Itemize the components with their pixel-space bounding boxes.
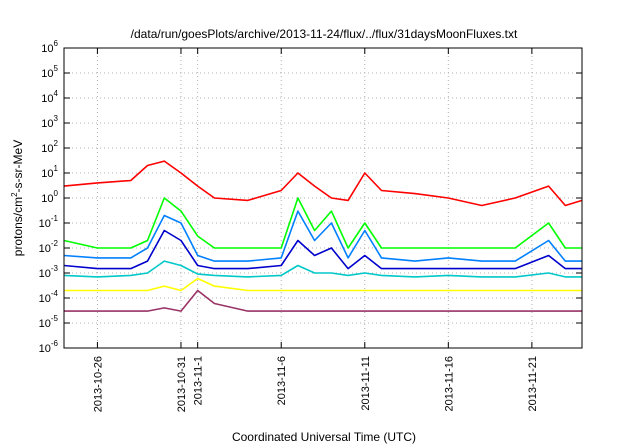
y-tick-base: 10 <box>39 243 51 255</box>
series-line-2 <box>63 197 582 249</box>
x-tick-label: 2013-10-26 <box>92 356 104 412</box>
series-line-1 <box>63 160 583 207</box>
y-tick-base: 10 <box>41 68 53 80</box>
y-tick-base: 10 <box>41 118 53 130</box>
y-tick-exp: 6 <box>54 39 59 48</box>
y-tick-base: 10 <box>39 218 51 230</box>
y-tick-exp: 3 <box>54 114 59 123</box>
y-tick-base: 10 <box>41 168 53 180</box>
chart-title: /data/run/goesPlots/archive/2013-11-24/f… <box>131 27 518 41</box>
y-tick-label: 100 <box>41 189 58 205</box>
y-tick-label: 10-3 <box>39 264 59 280</box>
series-line-5 <box>63 260 582 278</box>
x-axis-label: Coordinated Universal Time (UTC) <box>232 430 416 444</box>
y-tick-exp: 5 <box>54 64 59 73</box>
y-tick-base: 10 <box>39 318 51 330</box>
y-tick-exp: 1 <box>54 164 59 173</box>
y-tick-exp: -4 <box>51 289 59 298</box>
x-tick-labels: 2013-10-26 2013-10-31 2013-11-1 2013-11-6 20… <box>92 356 538 412</box>
x-tick-label: 2013-11-16 <box>443 356 455 411</box>
x-tick-label: 2013-11-11 <box>360 356 372 411</box>
y-tick-exp: 2 <box>54 139 59 148</box>
y-tick-base: 10 <box>39 293 51 305</box>
y-axis-label: protons/cm2-s-sr-MeV <box>10 140 25 256</box>
y-axis-label-sup: 2 <box>10 192 19 197</box>
y-tick-base: 10 <box>39 343 51 355</box>
y-tick-label: 103 <box>41 114 58 130</box>
y-tick-label: 106 <box>41 39 58 55</box>
y-tick-exp: -5 <box>51 314 59 323</box>
series-line-6 <box>64 277 582 292</box>
x-tick-label: 2013-11-6 <box>276 356 288 405</box>
series-line-4 <box>63 229 582 270</box>
x-tick-label: 2013-11-1 <box>193 356 205 405</box>
y-tick-exp: 0 <box>54 189 59 198</box>
y-tick-base: 10 <box>41 193 53 205</box>
y-tick-label: 105 <box>41 64 58 80</box>
series-group <box>63 160 583 312</box>
y-tick-label: 10-6 <box>39 339 59 355</box>
y-tick-labels: 10-610-510-410-310-210-11001011021031041… <box>39 39 59 355</box>
plot-frame <box>63 47 583 349</box>
y-tick-label: 102 <box>41 139 58 155</box>
y-tick-base: 10 <box>39 268 51 280</box>
grid <box>64 47 582 349</box>
series-line-7 <box>64 289 582 312</box>
y-tick-exp: -2 <box>51 239 59 248</box>
y-tick-label: 10-4 <box>39 289 59 305</box>
y-tick-exp: -3 <box>51 264 59 273</box>
y-tick-label: 101 <box>41 164 58 180</box>
y-axis-label-prefix: protons/cm <box>11 197 25 256</box>
x-tick-label: 2013-11-21 <box>527 356 539 411</box>
y-tick-base: 10 <box>41 43 53 55</box>
y-tick-label: 104 <box>41 89 58 105</box>
y-tick-base: 10 <box>41 93 53 105</box>
series-line-3 <box>63 210 582 262</box>
y-tick-label: 10-1 <box>39 214 59 230</box>
y-axis-label-suffix: -s-sr-MeV <box>11 140 25 193</box>
y-tick-exp: -6 <box>51 339 59 348</box>
y-tick-exp: 4 <box>54 89 59 98</box>
y-tick-base: 10 <box>41 143 53 155</box>
x-tick-label: 2013-10-31 <box>176 356 188 412</box>
y-tick-exp: -1 <box>51 214 59 223</box>
y-tick-label: 10-5 <box>39 314 59 330</box>
y-tick-label: 10-2 <box>39 239 59 255</box>
